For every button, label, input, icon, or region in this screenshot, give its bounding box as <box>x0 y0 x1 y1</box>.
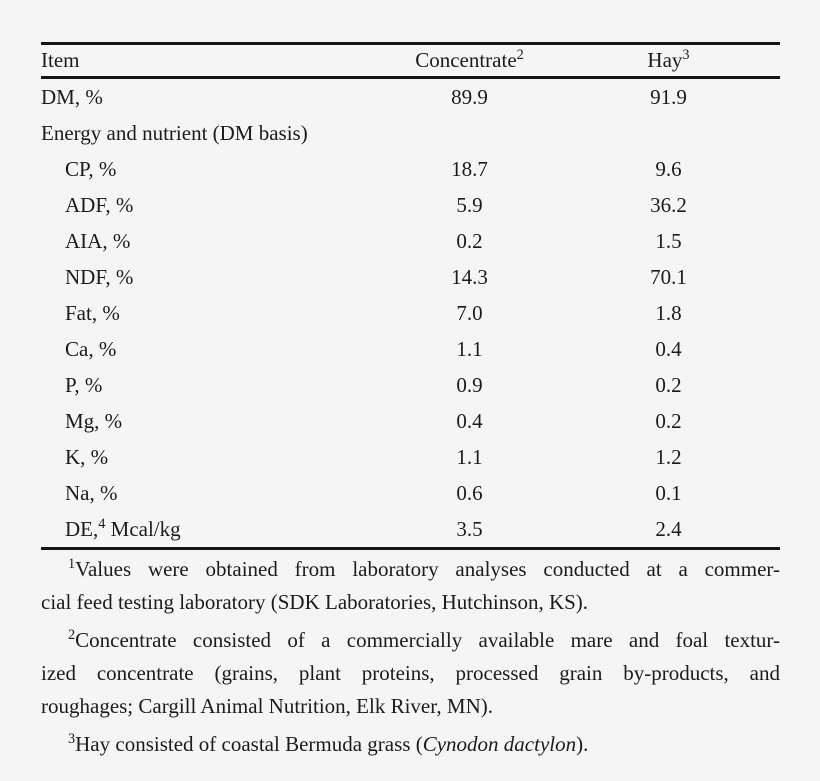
hay-value: 1.5 <box>655 228 682 253</box>
item-cell: Ca, % <box>65 336 117 361</box>
item-cell: CP, % <box>65 156 117 181</box>
concentrate-value: 0.6 <box>456 480 483 505</box>
hay-value: 9.6 <box>655 156 682 181</box>
footnote-text: Hay consisted of coastal Bermuda grass ( <box>75 732 423 756</box>
table-row: DE,4 Mcal/kg 3.5 2.4 <box>41 511 780 549</box>
item-cell: Mg, % <box>65 408 123 433</box>
footnote-text: cial feed testing laboratory (SDK Labora… <box>41 590 589 614</box>
item-cell: DE,4 Mcal/kg <box>65 515 181 541</box>
concentrate-value: 0.4 <box>456 408 483 433</box>
footnote-text: ized concentrate (grains, plant proteins… <box>41 661 780 685</box>
concentrate-value: 18.7 <box>451 156 488 181</box>
column-header-concentrate: Concentrate2 <box>382 44 557 78</box>
concentrate-value: 1.1 <box>456 336 483 361</box>
footnote-text: Values were obtained from laboratory ana… <box>75 557 780 581</box>
item-cell: Na, % <box>65 480 118 505</box>
hay-value: 36.2 <box>650 192 687 217</box>
footnote-line: 2Concentrate consisted of a commercially… <box>41 624 780 657</box>
footnote-line: 1Values were obtained from laboratory an… <box>41 553 780 586</box>
header-row: Item Concentrate2 Hay3 <box>41 43 780 78</box>
nutrient-table: Item Concentrate2 Hay3 DM, % 89.9 91.9 Ener… <box>41 42 780 550</box>
footnote-line: roughages; Cargill Animal Nutrition, Elk… <box>41 690 780 723</box>
concentrate-value: 7.0 <box>456 300 483 325</box>
table-row: Ca, % 1.1 0.4 <box>41 331 780 367</box>
footnote-line: 3Hay consisted of coastal Bermuda grass … <box>41 728 780 761</box>
hay-value: 70.1 <box>650 264 687 289</box>
column-header-concentrate-label: Concentrate <box>415 48 517 72</box>
hay-value: 0.2 <box>655 408 682 433</box>
table-row: Fat, % 7.0 1.8 <box>41 295 780 331</box>
concentrate-value: 0.9 <box>456 372 483 397</box>
table-header: Item Concentrate2 Hay3 <box>41 43 780 78</box>
item-cell: P, % <box>65 372 103 397</box>
table-body: DM, % 89.9 91.9 Energy and nutrient (DM bas… <box>41 78 780 549</box>
table-row: NDF, % 14.3 70.1 <box>41 259 780 295</box>
item-cell: DM, % <box>41 84 103 109</box>
concentrate-footnote-marker: 2 <box>516 47 524 63</box>
footnote-1: 1Values were obtained from laboratory an… <box>41 553 780 619</box>
table-row: K, % 1.1 1.2 <box>41 439 780 475</box>
column-header-hay-label: Hay <box>647 48 683 72</box>
column-header-hay: Hay3 <box>557 44 780 78</box>
footnote-line: cial feed testing laboratory (SDK Labora… <box>41 586 780 619</box>
table-row: P, % 0.9 0.2 <box>41 367 780 403</box>
footnote-marker: 2 <box>68 627 76 643</box>
table-row: ADF, % 5.9 36.2 <box>41 187 780 223</box>
table-row: Na, % 0.6 0.1 <box>41 475 780 511</box>
footnote-marker: 3 <box>68 731 76 747</box>
hay-value <box>557 115 780 151</box>
table-row: Energy and nutrient (DM basis) <box>41 115 780 151</box>
table-row: DM, % 89.9 91.9 <box>41 78 780 116</box>
concentrate-value: 3.5 <box>456 516 483 541</box>
footnote-text: ). <box>576 732 589 756</box>
footnote-text: roughages; Cargill Animal Nutrition, Elk… <box>41 694 493 718</box>
concentrate-value: 0.2 <box>456 228 483 253</box>
hay-value: 1.2 <box>655 444 682 469</box>
item-footnote-marker: 4 <box>98 515 106 532</box>
hay-value: 0.1 <box>655 480 682 505</box>
column-header-item: Item <box>41 44 382 78</box>
concentrate-value: 14.3 <box>451 264 488 289</box>
species-name-italic: Cynodon dactylon <box>422 732 577 756</box>
table-row: AIA, % 0.2 1.5 <box>41 223 780 259</box>
item-cell: NDF, % <box>65 264 134 289</box>
table-row: CP, % 18.7 9.6 <box>41 151 780 187</box>
hay-value: 0.4 <box>655 336 682 361</box>
footnote-text: Concentrate consisted of a commercially … <box>75 628 780 652</box>
hay-value: 1.8 <box>655 300 682 325</box>
item-cell: ADF, % <box>65 192 134 217</box>
table-row: Mg, % 0.4 0.2 <box>41 403 780 439</box>
item-cell: K, % <box>65 444 109 469</box>
footnote-3: 3Hay consisted of coastal Bermuda grass … <box>41 728 780 761</box>
footnote-line: ized concentrate (grains, plant proteins… <box>41 657 780 690</box>
footnote-2: 2Concentrate consisted of a commercially… <box>41 624 780 723</box>
concentrate-value: 5.9 <box>456 192 483 217</box>
concentrate-value: 89.9 <box>451 84 488 109</box>
column-header-item-label: Item <box>41 48 80 72</box>
item-cell: Fat, % <box>65 300 120 325</box>
hay-value: 0.2 <box>655 372 682 397</box>
hay-value: 91.9 <box>650 84 687 109</box>
hay-footnote-marker: 3 <box>682 47 690 63</box>
concentrate-value <box>382 115 557 151</box>
footnotes: 1Values were obtained from laboratory an… <box>41 553 780 761</box>
concentrate-value: 1.1 <box>456 444 483 469</box>
item-cell: Energy and nutrient (DM basis) <box>41 120 308 145</box>
item-cell: AIA, % <box>65 228 131 253</box>
footnote-marker: 1 <box>68 556 76 572</box>
hay-value: 2.4 <box>655 516 682 541</box>
